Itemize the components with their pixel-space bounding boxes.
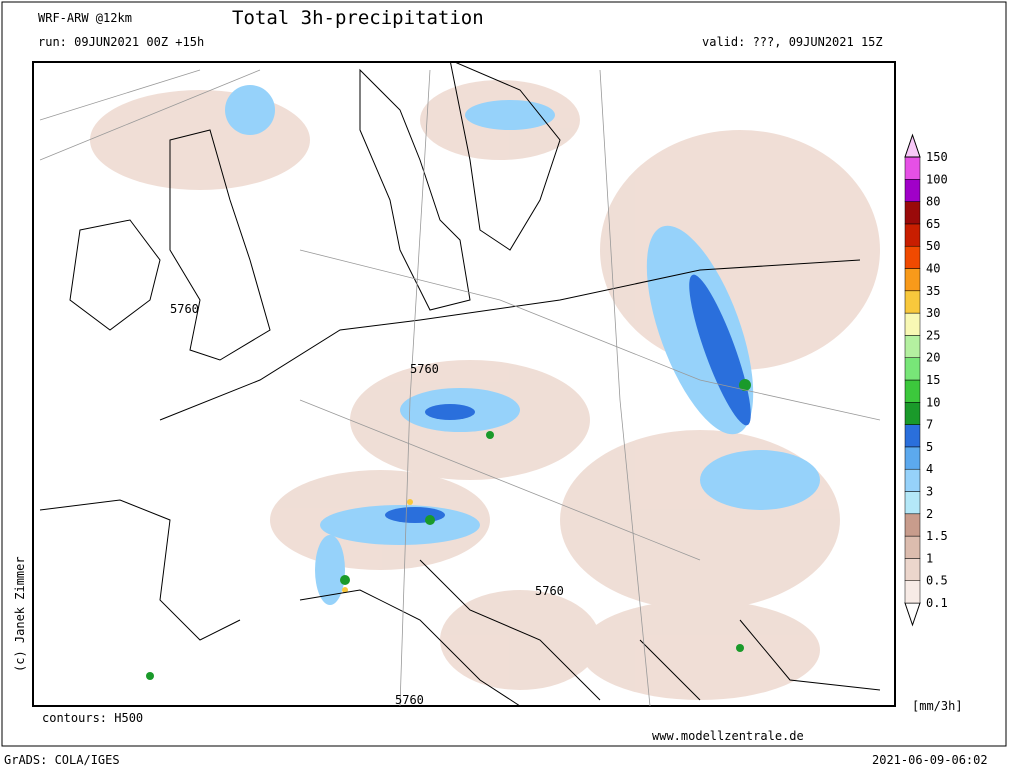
legend-swatch (904, 290, 921, 314)
map: 5760 5760 5760 5760 (32, 61, 896, 707)
contour-label: 5760 (170, 302, 199, 316)
legend-label: 0.1 (926, 596, 948, 610)
legend-swatch (904, 535, 921, 559)
model-label: WRF-ARW @12km (38, 11, 132, 25)
contour-label: 5760 (535, 584, 564, 598)
legend-label: 7 (926, 418, 933, 432)
legend-label: 1 (926, 551, 933, 565)
legend-swatch (904, 513, 921, 537)
legend-label: 5 (926, 440, 933, 454)
legend-unit: [mm/3h] (912, 699, 963, 713)
contour-label: 5760 (395, 693, 424, 707)
legend-arrow (904, 602, 921, 627)
copyright: (c) Janek Zimmer (13, 556, 27, 672)
legend-label: 50 (926, 239, 940, 253)
legend-swatch (904, 468, 921, 492)
legend-label: 0.5 (926, 574, 948, 588)
map-title: Total 3h-precipitation (232, 7, 484, 29)
contours-note: contours: H500 (42, 711, 143, 725)
legend-swatch (904, 245, 921, 269)
legend-label: 15 (926, 373, 940, 387)
legend-label: 100 (926, 172, 948, 186)
legend-label: 3 (926, 485, 933, 499)
software-credit: GrADS: COLA/IGES (4, 753, 120, 767)
legend-label: 25 (926, 328, 940, 342)
frame (1, 1, 1007, 747)
valid-label: valid: ???, 09JUN2021 15Z (702, 35, 883, 49)
legend-label: 10 (926, 395, 940, 409)
legend-label: 65 (926, 217, 940, 231)
timestamp: 2021-06-09-06:02 (872, 753, 988, 767)
legend-label: 4 (926, 462, 933, 476)
legend-swatch (904, 491, 921, 515)
legend-swatch (904, 268, 921, 292)
legend-label: 80 (926, 195, 940, 209)
legend-label: 40 (926, 262, 940, 276)
legend-label: 1.5 (926, 529, 948, 543)
legend-swatch (904, 335, 921, 358)
legend-swatch (904, 201, 921, 225)
legend-label: 20 (926, 351, 940, 365)
legend-swatch (904, 558, 921, 581)
legend-swatch (904, 446, 921, 470)
contour-label: 5760 (410, 362, 439, 376)
legend-swatch (904, 379, 921, 403)
legend-label: 2 (926, 507, 933, 521)
legend-swatch (904, 424, 921, 448)
legend-label: 150 (926, 150, 948, 164)
legend-label: 30 (926, 306, 940, 320)
legend-swatch (904, 402, 921, 425)
legend-label: 35 (926, 284, 940, 298)
legend-swatch (904, 179, 921, 202)
legend-swatch (904, 357, 921, 381)
website: www.modellzentrale.de (652, 729, 804, 743)
legend-swatch (904, 312, 921, 336)
legend-swatch (904, 580, 921, 604)
run-label: run: 09JUN2021 00Z +15h (38, 35, 204, 49)
legend-arrow (904, 133, 921, 158)
legend-swatch (904, 223, 921, 247)
legend: 0.1 0.5 1 1.5 2 3 4 5 7 10 15 20 25 30 35 40 50 65 80 100 15… (904, 133, 948, 627)
legend-swatch (904, 156, 921, 180)
